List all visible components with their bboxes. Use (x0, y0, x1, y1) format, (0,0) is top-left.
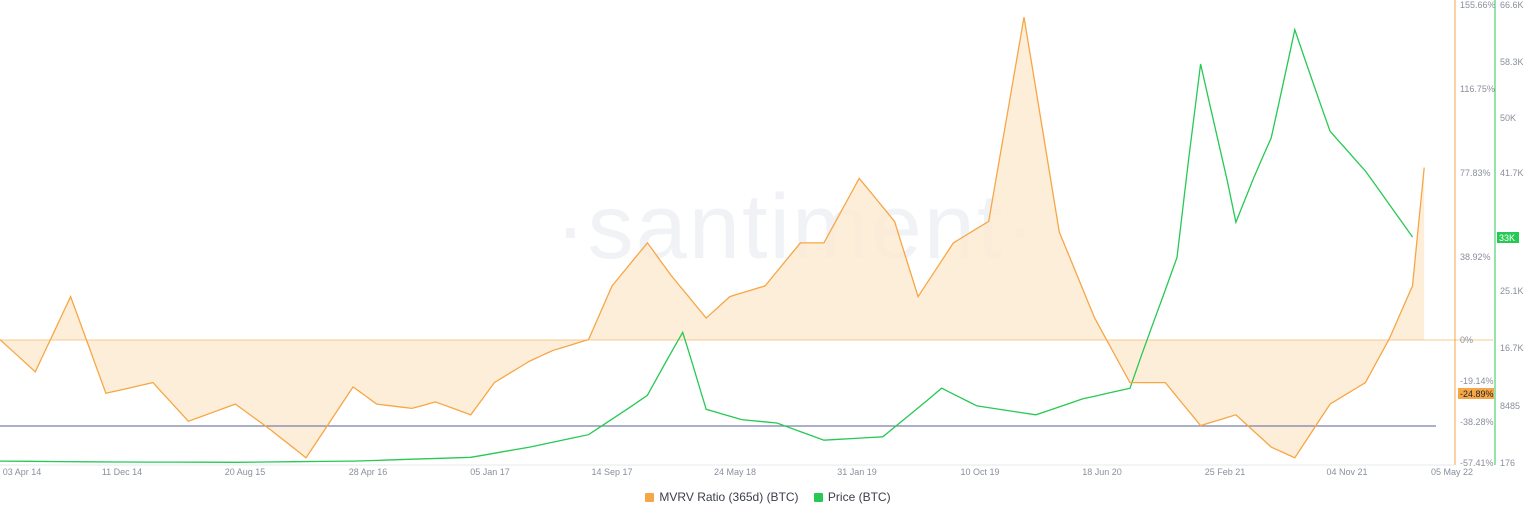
left-tick-label: 116.75% (1460, 84, 1495, 94)
left-tick-label: 0% (1460, 335, 1473, 345)
x-tick-label: 24 May 18 (714, 467, 756, 477)
x-tick-label: 04 Nov 21 (1326, 467, 1367, 477)
price-line (0, 27, 1414, 463)
x-tick-label: 20 Aug 15 (225, 467, 266, 477)
price-swatch-icon (813, 492, 823, 502)
right-axis-ticks: 66.6K 58.3K 50K 41.7K 25.1K 16.7K 8485 176 (1500, 0, 1524, 468)
x-tick-label: 31 Jan 19 (837, 467, 877, 477)
left-axis-ticks: 155.66% 116.75% 77.83% 38.92% 0% -19.14% -38.2… (1460, 0, 1496, 468)
x-axis-ticks: 03 Apr 14 11 Dec 14 20 Aug 15 28 Apr 16 05 J… (3, 467, 1473, 477)
x-tick-label: 18 Jun 20 (1082, 467, 1122, 477)
legend-price-label: Price (BTC) (827, 490, 891, 504)
mvrv-line (0, 17, 1425, 459)
mvrv-area-group (0, 17, 1425, 458)
x-tick-label: 25 Feb 21 (1205, 467, 1246, 477)
right-tick-label: 16.7K (1500, 343, 1524, 353)
mvrv-current-value: -24.89% (1460, 389, 1494, 399)
x-tick-label: 03 Apr 14 (3, 467, 42, 477)
x-tick-label: 28 Apr 16 (349, 467, 388, 477)
left-tick-label: 77.83% (1460, 168, 1491, 178)
x-tick-label: 05 May 22 (1431, 467, 1473, 477)
left-tick-label: -19.14% (1460, 376, 1494, 386)
legend-item-mvrv[interactable]: MVRV Ratio (365d) (BTC) (645, 490, 799, 504)
x-tick-label: 05 Jan 17 (470, 467, 510, 477)
x-tick-label: 14 Sep 17 (591, 467, 632, 477)
right-tick-label: 25.1K (1500, 286, 1524, 296)
legend-item-price[interactable]: Price (BTC) (813, 490, 891, 504)
mvrv-swatch-icon (645, 492, 655, 502)
x-tick-label: 10 Oct 19 (960, 467, 999, 477)
left-tick-label: -38.28% (1460, 417, 1494, 427)
x-tick-label: 11 Dec 14 (102, 467, 142, 477)
mvrv-current-badge: -24.89% (1458, 388, 1494, 399)
price-current-badge: 33K (1497, 232, 1519, 243)
right-tick-label: 41.7K (1500, 168, 1524, 178)
chart-legend: MVRV Ratio (365d) (BTC) Price (BTC) (0, 490, 1536, 505)
right-tick-label: 66.6K (1500, 0, 1524, 10)
left-tick-label: -57.41% (1460, 458, 1494, 468)
left-tick-label: 38.92% (1460, 252, 1491, 262)
price-current-value: 33K (1499, 233, 1515, 243)
right-tick-label: 58.3K (1500, 57, 1524, 67)
mvrv-line-group (0, 17, 1425, 459)
right-tick-label: 50K (1500, 113, 1516, 123)
right-tick-label: 176 (1500, 458, 1515, 468)
price-line-group (0, 27, 1414, 463)
right-tick-label: 8485 (1500, 401, 1520, 411)
legend-mvrv-label: MVRV Ratio (365d) (BTC) (659, 490, 799, 504)
mvrv-area (0, 17, 1425, 458)
left-tick-label: 155.66% (1460, 0, 1496, 10)
